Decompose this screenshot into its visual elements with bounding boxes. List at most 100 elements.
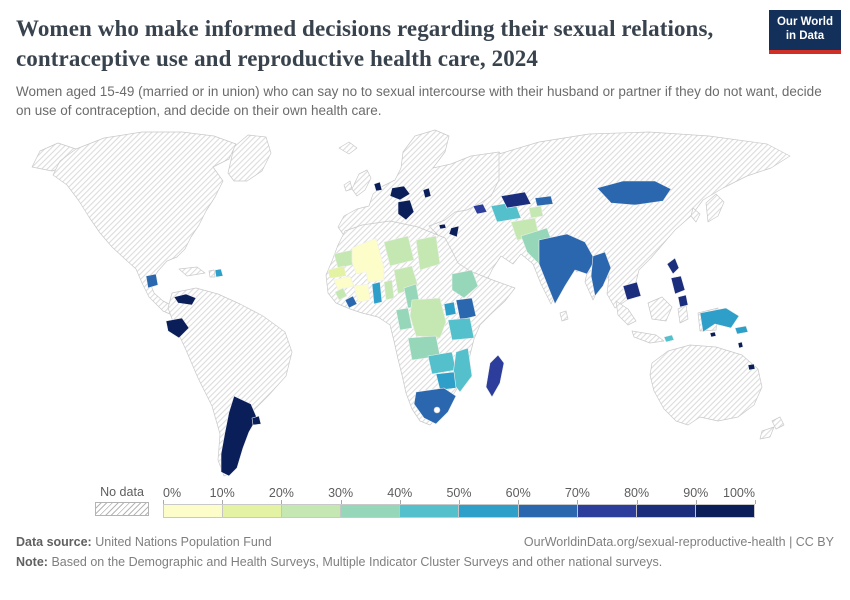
legend-bucket-80-90%[interactable]: [636, 504, 696, 517]
legend-bucket-0-10%[interactable]: [164, 504, 224, 517]
region-north-america-nodata[interactable]: [52, 131, 237, 319]
region-new-zealand-north-nodata[interactable]: [771, 416, 785, 430]
country-south-africa[interactable]: [413, 387, 457, 425]
country-panama[interactable]: [173, 293, 197, 306]
legend-tick-label: 30%: [328, 485, 354, 500]
region-sri-lanka-nodata[interactable]: [559, 310, 569, 322]
country-guatemala[interactable]: [145, 273, 159, 289]
country-solomon-islands[interactable]: [709, 331, 717, 338]
country-uzbekistan[interactable]: [500, 191, 532, 209]
legend-color-scale: 0% 10% 20% 30% 40% 50% 60% 70% 80% 90% 100%: [163, 485, 756, 521]
legend-bucket-60-70%[interactable]: [518, 504, 578, 517]
country-chad[interactable]: [415, 235, 441, 271]
country-mali-burkina[interactable]: [351, 237, 385, 283]
country-dominican-republic[interactable]: [214, 268, 224, 278]
legend-tick: [222, 499, 224, 504]
owid-url-link[interactable]: OurWorldinData.org/sexual-reproductive-h…: [523, 534, 834, 549]
region-ireland-nodata[interactable]: [343, 180, 353, 192]
note-line: Note: Based on the Demographic and Healt…: [16, 553, 834, 571]
legend-tick-label: 90%: [683, 485, 709, 500]
country-niger[interactable]: [383, 235, 415, 267]
country-zambia[interactable]: [427, 351, 457, 375]
data-source-line: Data source: United Nations Population F…: [16, 533, 272, 551]
country-togo-benin[interactable]: [383, 279, 395, 301]
country-netherlands[interactable]: [373, 181, 383, 192]
region-haiti-nodata[interactable]: [208, 269, 216, 278]
legend-tick: [281, 499, 283, 504]
country-fiji[interactable]: [747, 363, 756, 371]
legend-bucket-10-20%[interactable]: [223, 504, 283, 517]
country-myanmar[interactable]: [590, 251, 612, 297]
country-papua-new-guinea[interactable]: [699, 307, 740, 333]
country-uganda[interactable]: [443, 301, 457, 317]
region-lesotho-nodata[interactable]: [433, 406, 441, 414]
country-azerbaijan[interactable]: [472, 203, 488, 215]
country-timor-leste[interactable]: [663, 334, 675, 343]
country-philippines-luzon[interactable]: [666, 257, 680, 275]
country-tajikistan[interactable]: [528, 205, 544, 219]
country-zimbabwe[interactable]: [435, 371, 457, 391]
region-new-zealand-south-nodata[interactable]: [759, 426, 775, 440]
legend-no-data[interactable]: No data: [95, 485, 149, 516]
region-sumatra-nodata[interactable]: [615, 300, 637, 326]
legend-tick-label: 80%: [624, 485, 650, 500]
region-japan-nodata[interactable]: [705, 193, 725, 223]
map-legend: No data 0% 10% 20% 30% 40% 50% 60% 70% 80% 90% 100…: [0, 485, 850, 521]
country-madagascar[interactable]: [485, 354, 505, 398]
legend-tick-label: 50%: [446, 485, 472, 500]
country-central-europe[interactable]: [389, 185, 411, 201]
country-philippines-visayas[interactable]: [670, 275, 686, 295]
legend-tick: [577, 499, 579, 504]
legend-tick: [755, 499, 756, 504]
country-new-britain[interactable]: [734, 325, 749, 335]
country-kyrgyzstan[interactable]: [534, 195, 554, 207]
region-borneo-nodata[interactable]: [647, 296, 673, 322]
country-senegal[interactable]: [327, 265, 347, 279]
legend-bucket-70-80%[interactable]: [577, 504, 637, 517]
legend-bucket-40-50%[interactable]: [400, 504, 460, 517]
country-ecuador[interactable]: [165, 317, 190, 339]
country-india[interactable]: [538, 233, 596, 305]
country-balkans[interactable]: [397, 199, 415, 221]
country-sierra-leone[interactable]: [334, 287, 348, 301]
country-jordan[interactable]: [448, 225, 460, 238]
country-uruguay[interactable]: [251, 415, 262, 426]
owid-logo[interactable]: Our World in Data: [768, 10, 841, 54]
owid-logo-line2: in Data: [785, 29, 825, 42]
region-iceland-nodata[interactable]: [338, 141, 358, 155]
country-mongolia[interactable]: [596, 180, 672, 206]
region-uk-nodata[interactable]: [351, 169, 372, 197]
region-cuba-nodata[interactable]: [178, 266, 206, 277]
region-greenland-nodata[interactable]: [227, 134, 272, 182]
country-vanuatu[interactable]: [737, 341, 744, 349]
region-australia-nodata[interactable]: [649, 344, 763, 426]
legend-tick: [636, 499, 638, 504]
country-ghana[interactable]: [371, 281, 383, 305]
legend-bucket-20-30%[interactable]: [282, 504, 342, 517]
country-drc[interactable]: [409, 297, 447, 339]
legend-bucket-30-40%[interactable]: [341, 504, 401, 517]
country-cambodia[interactable]: [622, 281, 642, 301]
note-text: Based on the Demographic and Health Surv…: [51, 555, 663, 570]
country-liberia[interactable]: [344, 295, 358, 309]
legend-bucket-90-100%[interactable]: [695, 504, 754, 517]
legend-tick-label: 20%: [268, 485, 294, 500]
legend-tick: [340, 499, 342, 504]
country-gabon-congo[interactable]: [395, 307, 413, 331]
country-philippines-mindanao[interactable]: [677, 294, 689, 308]
legend-tick: [518, 499, 520, 504]
country-argentina[interactable]: [220, 395, 258, 477]
country-cyprus[interactable]: [438, 223, 447, 230]
country-kenya[interactable]: [455, 297, 477, 321]
world-map: [0, 124, 850, 483]
country-moldova[interactable]: [422, 187, 432, 199]
region-korea-nodata[interactable]: [690, 207, 701, 223]
country-cote-divoire[interactable]: [353, 283, 371, 303]
region-java-nodata[interactable]: [631, 330, 665, 344]
country-tanzania[interactable]: [447, 317, 475, 341]
country-ethiopia[interactable]: [451, 269, 479, 299]
legend-no-data-label: No data: [100, 484, 144, 499]
legend-bucket-50-60%[interactable]: [459, 504, 519, 517]
legend-tick: [695, 499, 697, 504]
